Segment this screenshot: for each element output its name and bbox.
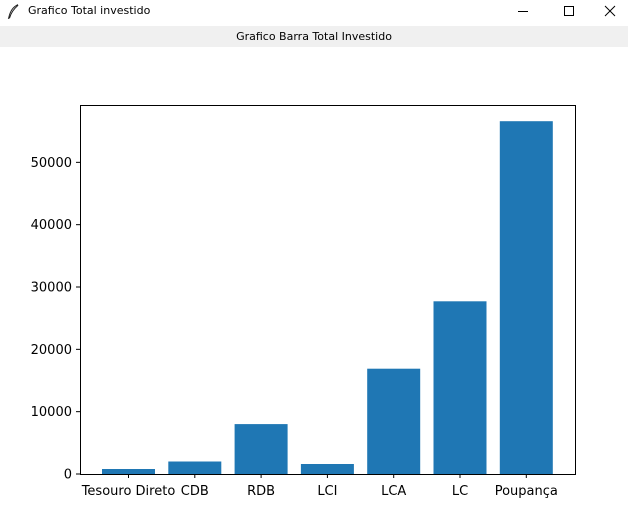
minimize-button[interactable]: [500, 0, 546, 22]
bar-lc: [433, 301, 487, 474]
x-tick-label: LC: [452, 484, 468, 499]
chart-header-label: Grafico Barra Total Investido: [0, 26, 628, 47]
close-icon: [604, 5, 616, 17]
bar-chart: Tesouro Direto CDB RDB LCI LCA LC Poupança 0 100…: [31, 105, 576, 499]
bar-rdb: [234, 424, 288, 474]
bar-tesouro-direto: [102, 469, 155, 474]
window-title: Grafico Total investido: [28, 4, 151, 17]
maximize-button[interactable]: [546, 0, 592, 22]
x-tick-label: CDB: [181, 484, 209, 499]
x-tick-label: Tesouro Direto: [81, 484, 176, 499]
plot-canvas: Tesouro Direto CDB RDB LCI LCA LC Poupança 0 100…: [0, 47, 628, 508]
minimize-icon: [518, 11, 528, 12]
maximize-icon: [564, 6, 574, 16]
title-bar[interactable]: Grafico Total investido: [0, 0, 628, 24]
y-tick-label: 40000: [31, 218, 72, 233]
y-tick-label: 20000: [31, 343, 72, 358]
x-tick-label: RDB: [247, 484, 275, 499]
bar-poupança: [499, 121, 553, 474]
bar-lci: [300, 464, 354, 474]
x-tick-label: LCA: [381, 484, 406, 499]
bar-lca: [367, 368, 421, 474]
y-tick-label: 0: [64, 468, 72, 483]
axes-frame: [80, 105, 576, 475]
y-tick-label: 10000: [31, 405, 72, 420]
y-tick-label: 30000: [31, 281, 72, 296]
x-tick-label: LCI: [317, 484, 337, 499]
feather-icon: [7, 4, 19, 19]
close-button[interactable]: [592, 0, 628, 22]
y-tick-label: 50000: [31, 156, 72, 171]
bar-cdb: [168, 461, 222, 474]
x-tick-label: Poupança: [495, 484, 558, 499]
